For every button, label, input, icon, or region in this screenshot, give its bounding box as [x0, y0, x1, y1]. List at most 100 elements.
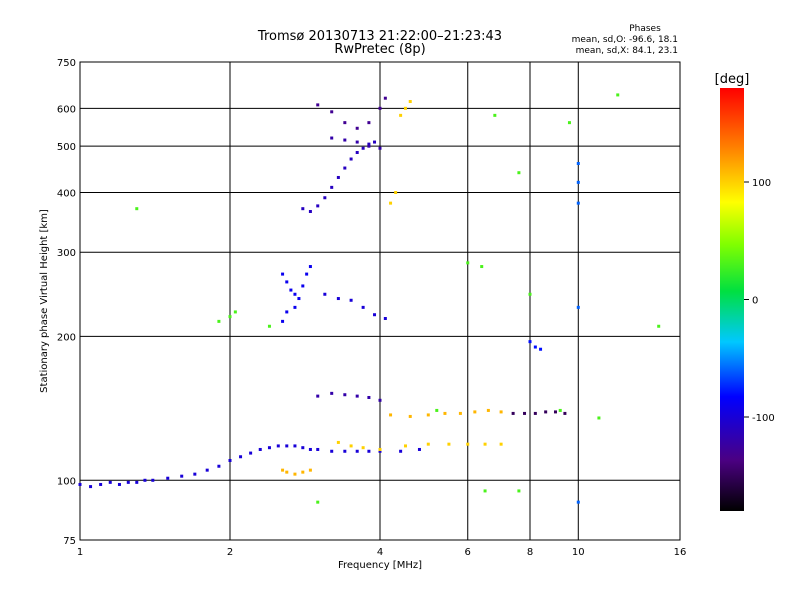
data-point: [205, 468, 209, 472]
data-point: [239, 455, 243, 459]
y-tick-label: 500: [57, 142, 76, 153]
data-point: [389, 201, 393, 205]
annotation-line1: mean, sd,O: -96.6, 18.1: [572, 35, 678, 45]
data-point: [378, 146, 382, 150]
data-point: [499, 410, 503, 414]
data-point: [657, 324, 661, 328]
gridlines: [80, 62, 680, 540]
colorbar-label: [deg]: [715, 72, 750, 87]
data-point: [458, 411, 462, 415]
data-point: [378, 106, 382, 110]
data-point: [499, 442, 503, 446]
data-point: [305, 272, 309, 276]
chart-subtitle: RwPretec (8p): [334, 42, 425, 57]
data-point: [466, 261, 470, 265]
data-point: [367, 395, 371, 399]
data-point: [180, 474, 184, 478]
data-point: [349, 157, 353, 161]
data-point: [563, 411, 567, 415]
data-point: [539, 347, 543, 351]
data-point: [217, 464, 221, 468]
data-point: [289, 288, 293, 292]
y-tick-label: 300: [57, 248, 76, 259]
y-axis-label: Stationary phase Virtual Height [km]: [39, 209, 50, 393]
data-point: [408, 414, 412, 418]
data-point: [316, 394, 320, 398]
data-point: [281, 319, 285, 323]
data-point: [403, 106, 407, 110]
x-tick-label: 10: [572, 547, 585, 558]
data-point: [361, 146, 365, 150]
data-point: [301, 446, 305, 450]
data-point: [576, 201, 580, 205]
data-point: [308, 210, 312, 214]
x-tick-label: 16: [674, 547, 687, 558]
x-tick-label: 8: [527, 547, 533, 558]
data-point: [399, 113, 403, 117]
colorbar: [720, 88, 744, 511]
y-tick-label: 600: [57, 104, 76, 115]
data-point: [517, 489, 521, 493]
data-point: [367, 144, 371, 148]
data-point: [349, 444, 353, 448]
data-point: [117, 482, 121, 486]
colorbar-tick-label: 100: [752, 178, 771, 189]
data-point: [308, 447, 312, 451]
data-point: [378, 447, 382, 451]
data-point: [544, 410, 548, 414]
data-point: [330, 449, 334, 453]
data-point: [389, 413, 393, 417]
data-point: [126, 480, 130, 484]
data-point: [443, 411, 447, 415]
data-point: [285, 310, 289, 314]
data-point: [285, 444, 289, 448]
data-point: [301, 207, 305, 211]
data-point: [166, 476, 170, 480]
data-point: [576, 161, 580, 165]
data-point: [316, 500, 320, 504]
data-point: [228, 458, 232, 462]
data-point: [193, 472, 197, 476]
data-point: [426, 413, 430, 417]
data-point: [576, 500, 580, 504]
data-point: [361, 446, 365, 450]
data-point: [378, 449, 382, 453]
data-point: [99, 482, 103, 486]
data-point: [373, 313, 377, 317]
data-point: [558, 408, 562, 412]
data-point: [89, 485, 93, 489]
data-point: [301, 470, 305, 474]
data-point: [258, 447, 262, 451]
data-point: [517, 171, 521, 175]
data-point: [343, 393, 347, 397]
data-point: [336, 440, 340, 444]
data-point: [336, 297, 340, 301]
data-point: [616, 93, 620, 97]
data-point: [403, 444, 407, 448]
colorbar-tick-label: 0: [752, 296, 758, 307]
data-point: [330, 136, 334, 140]
x-tick-label: 4: [377, 547, 383, 558]
data-point: [383, 96, 387, 100]
data-point: [343, 138, 347, 142]
data-point: [511, 411, 515, 415]
data-point: [355, 126, 359, 130]
data-point: [383, 316, 387, 320]
data-point: [135, 207, 139, 211]
data-point: [399, 449, 403, 453]
data-point: [355, 394, 359, 398]
data-points: [78, 93, 661, 504]
data-point: [108, 480, 112, 484]
data-point: [473, 410, 477, 414]
data-point: [267, 446, 271, 450]
data-point: [394, 190, 398, 194]
data-point: [343, 449, 347, 453]
data-point: [576, 180, 580, 184]
data-point: [367, 142, 371, 146]
data-point: [330, 110, 334, 114]
y-tick-labels: 750 600 500 400 300 200 100 75: [57, 58, 76, 547]
data-point: [285, 470, 289, 474]
data-point: [355, 150, 359, 154]
data-point: [323, 292, 327, 296]
